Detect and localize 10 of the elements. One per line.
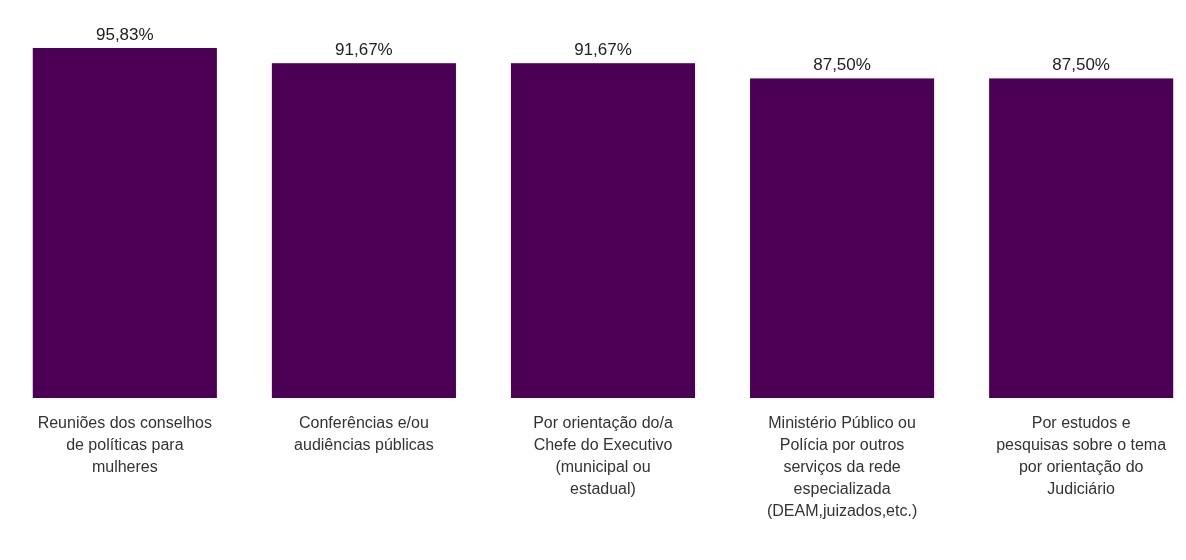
x-tick-label: Reuniões dos conselhos de políticas para mulheres [37,414,212,475]
x-tick-label: Conferências e/ou audiências públicas [294,414,434,453]
x-tick-label: Ministério Público ou Polícia por outros serviços da rede especializada (DEAM,juizados,etc.) [766,414,918,519]
x-tick-label: Por estudos e pesquisas sobre o tema por orientação do Judiciário [996,414,1167,497]
data-label: 87,50% [813,55,871,75]
data-label: 87,50% [1052,55,1111,75]
data-label: 91,67% [574,40,632,60]
data-label: 95,83% [95,25,154,44]
x-tick-label: Por orientação do/a Chefe do Executivo (municipal ou estadual) [533,414,673,497]
data-label: 91,67% [335,40,393,60]
